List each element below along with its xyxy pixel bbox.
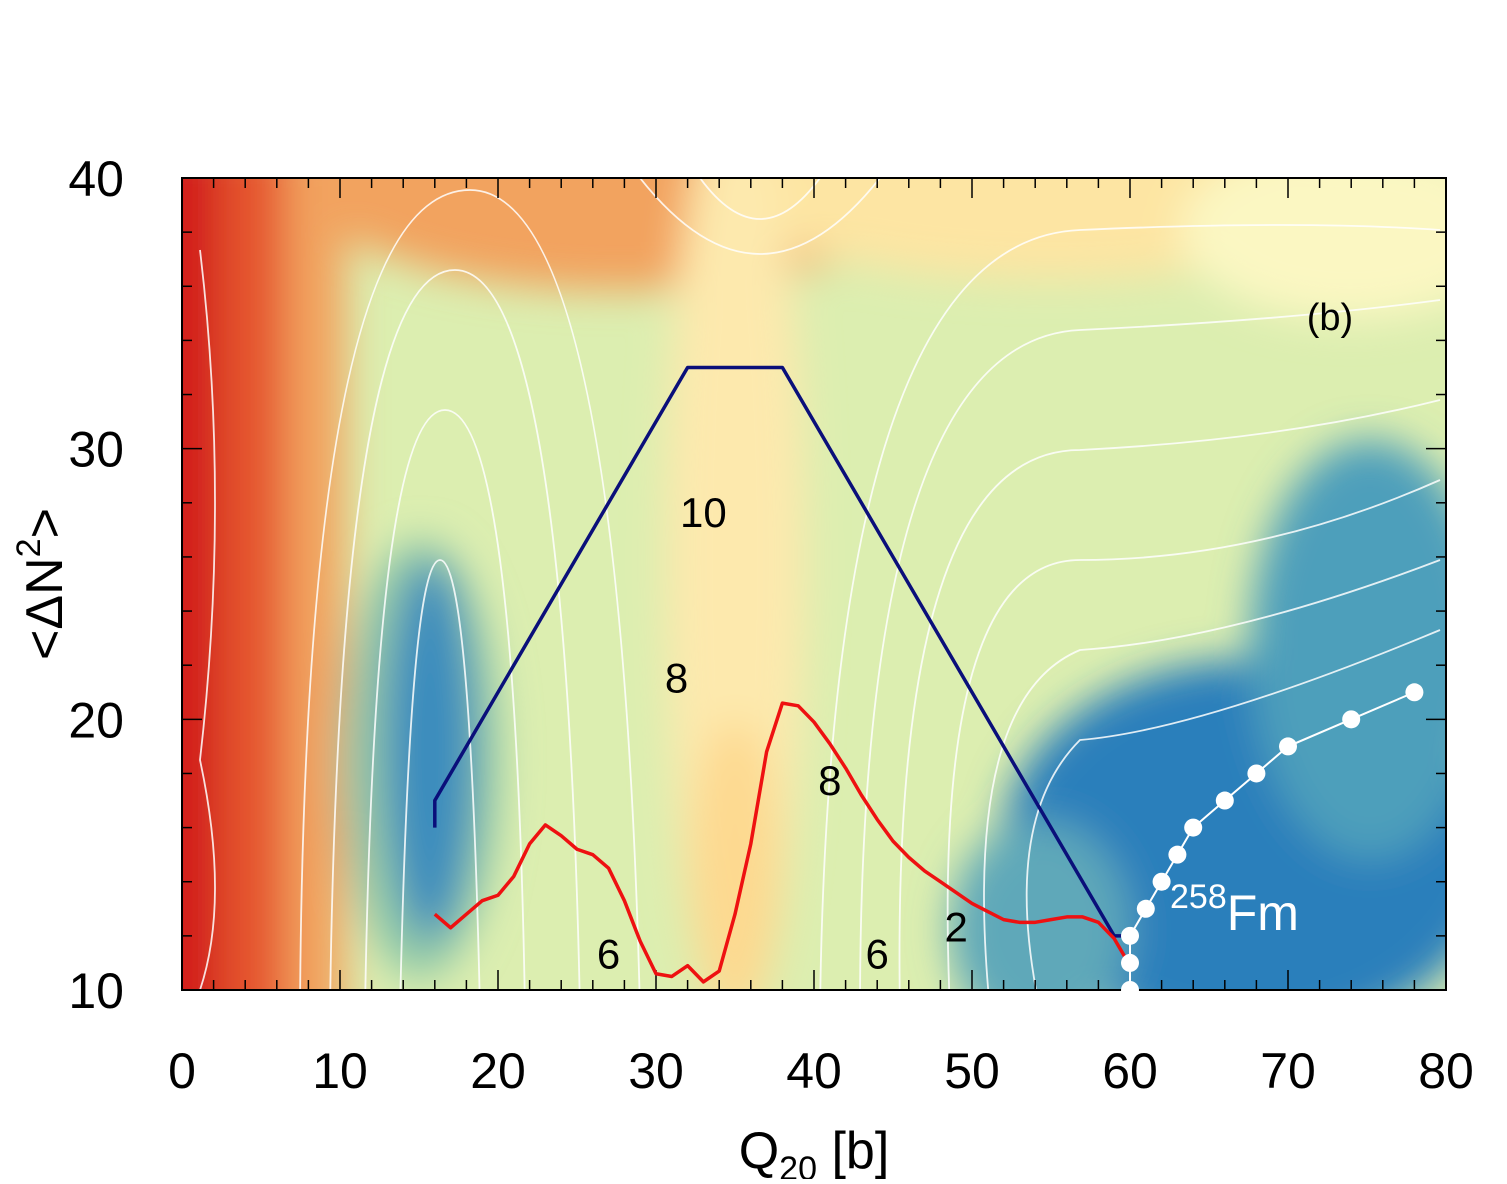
y-tick-label: 30 <box>68 422 124 478</box>
contour-lines <box>199 178 1441 990</box>
x-axis: 0 10 20 30 40 50 60 70 80 <box>168 1043 1474 1099</box>
x-tick-label: 40 <box>786 1043 842 1099</box>
nucleus-label: 258Fm <box>1170 878 1299 941</box>
fm258-point <box>1247 764 1266 783</box>
x-axis-title-sub: 20 <box>779 1150 817 1179</box>
x-axis-title-unit: [b] <box>817 1122 889 1179</box>
minor-ticks <box>181 177 1447 991</box>
fm258-point <box>1152 872 1171 891</box>
contour-label: 8 <box>665 654 688 701</box>
y-axis-title: <ΔN2> <box>10 508 74 660</box>
contour-labels: 10 8 8 6 6 2 <box>597 489 968 977</box>
panel-label: (b) <box>1307 297 1353 339</box>
blue-path-line <box>433 365 1130 938</box>
y-axis: 10 20 30 40 <box>68 151 124 1019</box>
contour-label: 6 <box>597 930 620 977</box>
x-tick-label: 70 <box>1260 1043 1316 1099</box>
fm258-point <box>1168 845 1187 864</box>
x-tick-label: 80 <box>1418 1043 1474 1099</box>
x-tick-label: 30 <box>628 1043 684 1099</box>
x-tick-label: 60 <box>1102 1043 1158 1099</box>
x-axis-title: Q20 [b] <box>739 1122 890 1179</box>
contour-label: 6 <box>866 930 889 977</box>
fm258-point <box>1121 953 1139 972</box>
y-axis-title-post: > <box>16 508 74 538</box>
x-tick-label: 50 <box>944 1043 1000 1099</box>
contour-label: 8 <box>818 757 841 804</box>
x-tick-label: 10 <box>312 1043 368 1099</box>
nucleus-mass: 258 <box>1170 878 1227 916</box>
nucleus-symbol: Fm <box>1227 885 1299 941</box>
fm258-point <box>1136 899 1155 918</box>
heatmap-area <box>182 178 1446 990</box>
y-axis-title-pre: <ΔN <box>16 557 74 660</box>
y-tick-label: 10 <box>68 963 124 1019</box>
series-layer <box>433 365 1424 999</box>
fm258-point <box>1405 683 1424 702</box>
x-tick-label: 20 <box>470 1043 526 1099</box>
fm258-point <box>1279 737 1297 756</box>
contour-label: 10 <box>680 489 727 536</box>
fm258-point <box>1121 926 1139 945</box>
x-axis-title-main: Q <box>739 1122 779 1179</box>
x-tick-label: 0 <box>168 1043 196 1099</box>
fm258-point <box>1121 981 1139 999</box>
y-tick-label: 20 <box>68 692 124 748</box>
contour-label: 2 <box>945 903 968 950</box>
fm258-point <box>1215 791 1234 810</box>
fm258-point <box>1184 818 1203 837</box>
y-tick-label: 40 <box>68 151 124 207</box>
fm258-point <box>1342 710 1361 729</box>
red-path-line <box>433 701 1132 984</box>
y-axis-title-sup: 2 <box>10 538 48 557</box>
